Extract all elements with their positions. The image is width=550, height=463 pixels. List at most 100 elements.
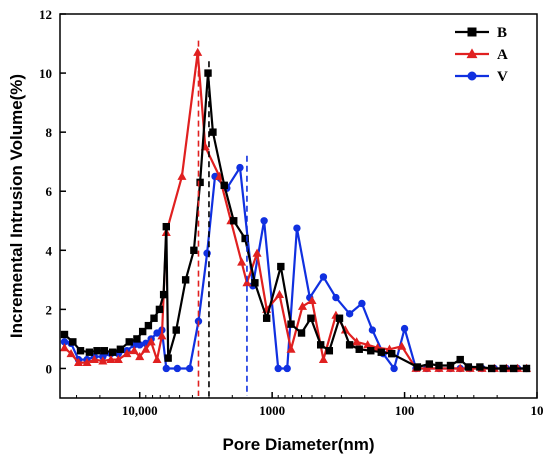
data-point-V <box>283 364 291 373</box>
data-point-V <box>390 364 398 373</box>
data-point-A <box>455 363 465 372</box>
y-tick-label: 2 <box>46 302 53 317</box>
data-point-B <box>220 181 228 190</box>
data-point-B <box>125 338 133 346</box>
data-point-A <box>141 344 151 353</box>
data-point-B <box>316 341 325 349</box>
legend-label: V <box>497 69 508 85</box>
data-point-B <box>85 348 94 356</box>
data-point-B <box>209 128 217 136</box>
legend-entry-A: A <box>455 47 508 63</box>
data-point-A <box>66 348 76 358</box>
data-point-A <box>98 356 108 365</box>
legend-swatch-marker <box>467 27 477 37</box>
x-tick-label: 100 <box>395 403 415 418</box>
data-point-V <box>319 273 328 281</box>
data-point-B <box>241 234 249 243</box>
y-tick-label: 8 <box>46 125 53 140</box>
data-point-A <box>152 354 162 364</box>
peak-lines <box>197 40 248 396</box>
data-point-B <box>355 345 363 353</box>
data-point-B <box>133 335 141 343</box>
data-point-B <box>262 314 271 322</box>
data-point-A <box>286 344 296 353</box>
data-point-B <box>108 348 117 356</box>
data-point-V <box>260 217 268 225</box>
data-point-B <box>325 347 334 355</box>
y-tick-label: 10 <box>39 66 52 81</box>
data-point-A <box>135 351 145 361</box>
data-point-B <box>345 341 354 349</box>
data-point-A <box>73 357 84 366</box>
data-point-B <box>164 354 172 362</box>
data-point-A <box>274 289 285 299</box>
data-point-V <box>368 326 377 334</box>
data-point-A <box>352 337 362 346</box>
data-point-B <box>413 363 422 371</box>
data-point-A <box>113 354 123 364</box>
legend-label: B <box>497 25 507 41</box>
series-line-A <box>63 51 527 370</box>
data-point-B <box>487 364 496 373</box>
data-point-B <box>251 279 259 287</box>
data-point-B <box>159 290 168 299</box>
data-point-A <box>422 363 432 372</box>
data-point-B <box>335 314 344 322</box>
data-point-B <box>499 364 507 373</box>
data-point-B <box>172 326 180 334</box>
data-point-B <box>287 320 295 328</box>
data-point-A <box>82 357 92 366</box>
data-point-A <box>59 343 70 352</box>
data-point-A <box>157 331 167 340</box>
data-point-B <box>230 217 238 225</box>
data-point-B <box>307 314 315 322</box>
data-point-V <box>185 364 194 373</box>
data-point-B <box>522 364 531 373</box>
data-point-B <box>435 361 443 370</box>
data-point-B <box>204 69 212 77</box>
series-line-B <box>63 71 527 370</box>
data-point-B <box>138 327 147 336</box>
data-point-A <box>297 301 308 310</box>
data-point-A <box>146 337 156 346</box>
data-point-B <box>76 347 85 355</box>
data-point-V <box>162 364 170 373</box>
data-point-B <box>277 262 285 271</box>
plot-frame <box>59 13 538 399</box>
data-point-B <box>60 330 69 339</box>
data-point-B <box>425 360 434 368</box>
data-point-A <box>242 278 252 287</box>
data-point-B <box>144 321 153 330</box>
data-point-B <box>388 349 396 358</box>
legend: BAV <box>455 25 508 85</box>
data-point-V <box>400 324 409 333</box>
data-point-B <box>69 338 77 346</box>
x-axis-title: Pore Diameter(nm) <box>222 435 374 454</box>
data-point-A <box>397 341 407 350</box>
y-axis-title: Incremental Intrusion Volume(%) <box>7 74 26 338</box>
legend-entry-V: V <box>455 69 508 85</box>
data-point-A <box>122 348 132 358</box>
y-tick-label: 12 <box>39 7 52 22</box>
data-point-B <box>476 363 484 371</box>
data-point-V <box>345 310 354 318</box>
data-point-B <box>93 347 101 355</box>
data-point-B <box>190 246 198 255</box>
data-point-A <box>307 295 317 304</box>
legend-entry-B: B <box>455 25 507 41</box>
data-point-B <box>456 355 464 364</box>
data-point-A <box>318 354 328 364</box>
data-point-A <box>177 171 187 180</box>
data-point-B <box>181 276 190 284</box>
legend-swatch-marker <box>467 71 477 81</box>
y-tick-label: 0 <box>46 361 53 376</box>
data-point-V <box>274 364 282 373</box>
data-point-A <box>106 354 116 364</box>
data-point-B <box>196 178 204 187</box>
data-point-B <box>100 347 109 355</box>
y-tick-label: 4 <box>46 243 53 258</box>
data-point-A <box>237 257 247 266</box>
data-point-B <box>509 364 518 373</box>
